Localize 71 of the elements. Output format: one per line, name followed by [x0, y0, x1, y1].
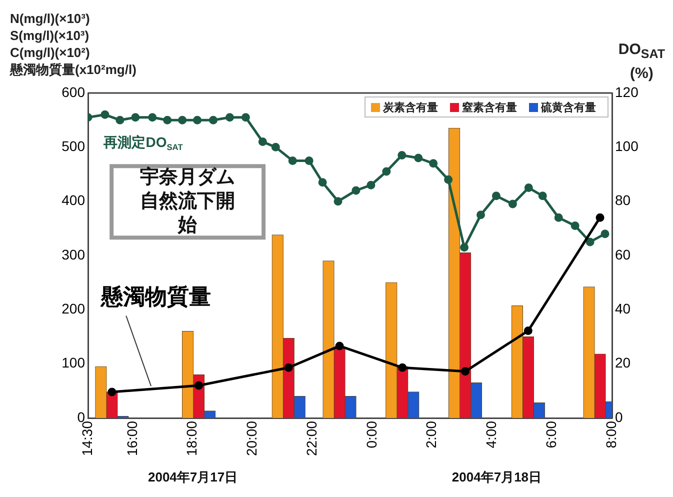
point — [382, 167, 391, 176]
y2-tick-label: 120 — [615, 84, 639, 100]
text: 2004年7月17日 — [148, 470, 238, 485]
x-tick-label: 22:00 — [303, 420, 320, 456]
point — [225, 113, 234, 122]
point — [508, 200, 517, 208]
y2-tick-label: 80 — [615, 192, 631, 208]
point — [366, 180, 376, 190]
point — [554, 213, 563, 222]
point — [318, 178, 327, 187]
text: 2004年7月18日 — [452, 470, 542, 485]
point — [335, 342, 344, 350]
point — [334, 197, 342, 206]
legend-label: 窒素含有量 — [462, 101, 517, 114]
y2-tick-label: 60 — [615, 246, 631, 262]
y-tick-label: 100 — [62, 354, 86, 371]
y-tick-label: 500 — [62, 138, 86, 154]
point — [100, 110, 110, 119]
y2-axis-title: DO$_{SAT}$ (%) — [618, 40, 665, 83]
y2-tick-label: 100 — [615, 138, 639, 154]
y-tick-label: 300 — [62, 246, 86, 262]
point — [538, 192, 547, 200]
y-tick-label: 600 — [62, 84, 86, 100]
point — [108, 388, 116, 396]
y-axis-title: N(mg/l)(×10³) S(mg/l)(×10³) C(mg/l)(×10²) 懸濁物質量(x10²mg/l) — [10, 10, 136, 78]
point — [524, 184, 533, 192]
point — [288, 156, 297, 165]
y2-tick-label: 40 — [615, 300, 631, 317]
point — [304, 156, 314, 165]
text: 懸濁物質量 — [100, 284, 212, 309]
x-tick-label: 0:00 — [363, 420, 380, 448]
point — [444, 175, 453, 184]
point — [600, 230, 610, 238]
x-tick-label: 16:00 — [124, 420, 140, 456]
point — [271, 142, 280, 152]
point — [476, 210, 485, 220]
point — [352, 186, 360, 195]
point — [492, 192, 500, 200]
point — [194, 381, 204, 390]
annotation: 宇奈月ダム自然流下開始 — [140, 166, 236, 236]
point — [116, 116, 124, 124]
point — [429, 159, 438, 168]
legend-label: 硫黄含有量 — [540, 101, 596, 114]
point — [163, 116, 172, 124]
y-tick-label: 200 — [62, 300, 86, 317]
point — [398, 363, 407, 372]
point — [586, 238, 594, 246]
x-tick-label: 2:00 — [423, 420, 440, 448]
point — [596, 213, 604, 222]
point — [131, 113, 140, 122]
point — [178, 116, 187, 124]
point — [460, 243, 469, 252]
point — [193, 116, 202, 124]
point — [284, 363, 293, 372]
x-tick-label: 18:00 — [184, 420, 200, 456]
x-tick-label: 6:00 — [542, 420, 559, 448]
point — [414, 154, 423, 162]
point — [461, 367, 470, 376]
x-tick-label: 4:00 — [483, 420, 500, 448]
x-tick-label: 20:00 — [244, 420, 260, 456]
point — [241, 113, 250, 122]
point — [398, 151, 406, 160]
y-tick-label: 400 — [62, 192, 86, 208]
y2-tick-label: 0 — [615, 408, 623, 425]
point — [570, 221, 580, 230]
point — [148, 113, 157, 122]
point — [209, 116, 218, 124]
legend-label: 炭素含有量 — [382, 101, 438, 114]
point — [258, 138, 267, 146]
point — [524, 326, 532, 336]
y2-tick-label: 20 — [615, 354, 631, 371]
